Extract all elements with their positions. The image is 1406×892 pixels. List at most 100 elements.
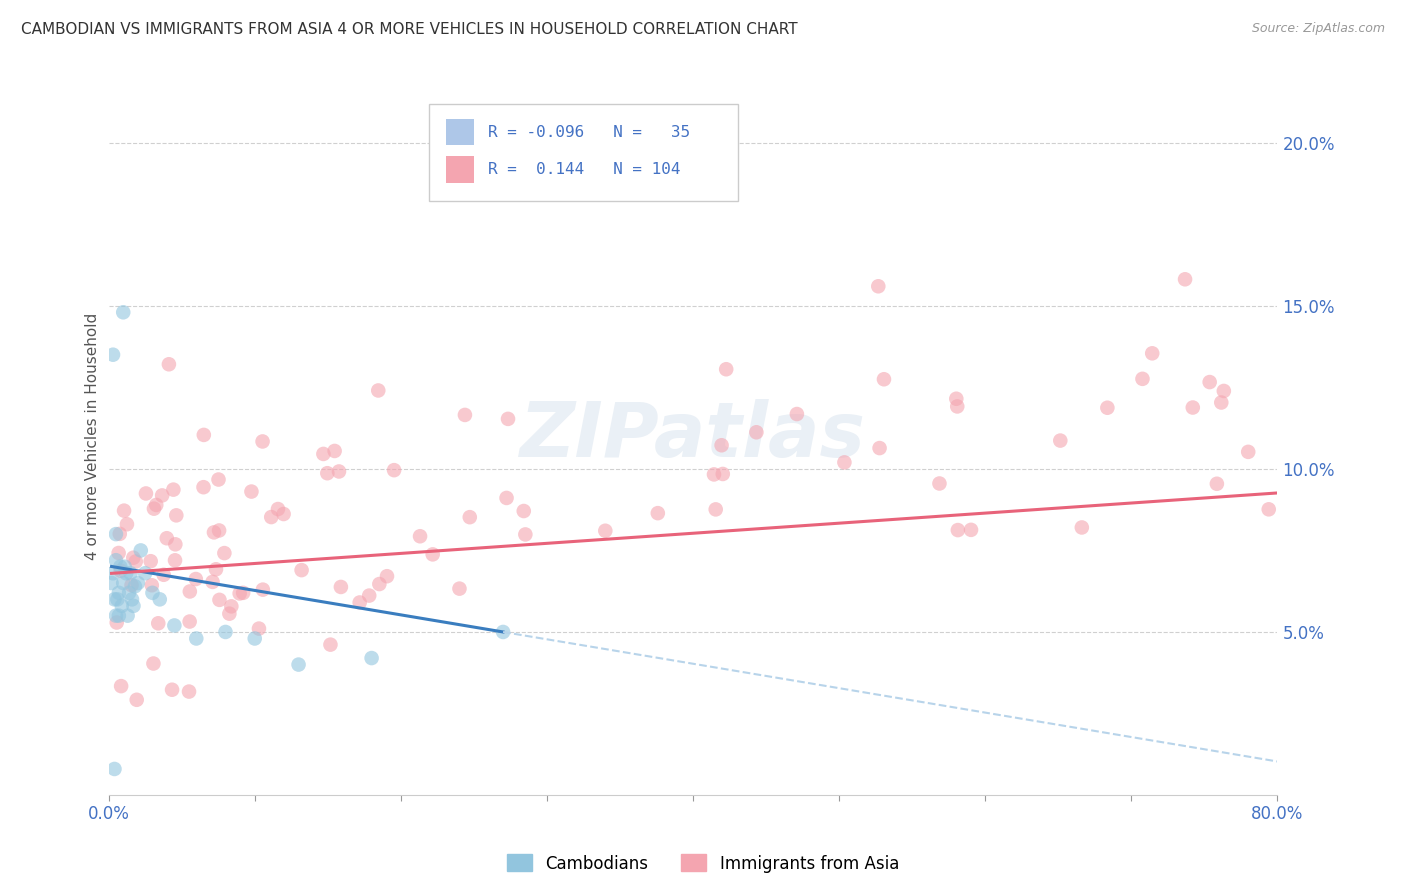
Point: [112, 503, 135, 517]
Point: [104, 553, 127, 567]
Point: [148, 616, 170, 631]
Point: [165, 537, 187, 551]
Point: [260, 510, 283, 524]
Point: [1174, 272, 1197, 286]
Point: [101, 348, 124, 362]
Point: [1049, 434, 1071, 448]
Text: R = -0.096   N =   35: R = -0.096 N = 35: [488, 125, 690, 139]
Point: [177, 684, 200, 698]
Point: [110, 679, 132, 693]
Point: [103, 592, 125, 607]
Point: [163, 618, 186, 632]
Point: [1212, 384, 1234, 398]
Point: [960, 523, 983, 537]
Point: [157, 357, 180, 371]
Point: [515, 527, 537, 541]
Point: [287, 657, 309, 672]
Point: [134, 566, 156, 581]
Point: [208, 592, 231, 607]
Point: [1237, 445, 1260, 459]
Point: [375, 569, 398, 583]
Point: [454, 408, 477, 422]
Point: [139, 554, 162, 568]
Point: [323, 444, 346, 458]
Point: [647, 506, 669, 520]
Point: [1181, 401, 1204, 415]
Point: [928, 476, 950, 491]
Point: [868, 279, 890, 293]
Point: [409, 529, 432, 543]
Point: [124, 579, 146, 593]
Point: [316, 467, 339, 481]
Point: [1205, 476, 1227, 491]
Point: [449, 582, 471, 596]
Point: [110, 564, 132, 578]
Point: [1142, 346, 1164, 360]
Point: [193, 428, 215, 442]
Point: [745, 425, 768, 440]
Point: [368, 577, 391, 591]
Legend: Cambodians, Immigrants from Asia: Cambodians, Immigrants from Asia: [501, 847, 905, 880]
Point: [1257, 502, 1279, 516]
Point: [382, 463, 405, 477]
Point: [156, 531, 179, 545]
Point: [114, 559, 136, 574]
Point: [273, 507, 295, 521]
Point: [142, 501, 165, 516]
Point: [120, 566, 142, 581]
Point: [110, 559, 132, 574]
Point: [115, 517, 138, 532]
Point: [108, 608, 131, 623]
Point: [165, 508, 187, 523]
Point: [104, 527, 127, 541]
Point: [207, 473, 229, 487]
Point: [703, 467, 725, 482]
Point: [232, 586, 254, 600]
Point: [150, 488, 173, 502]
Point: [105, 592, 128, 607]
Point: [142, 657, 165, 671]
Point: [179, 584, 201, 599]
Point: [122, 599, 145, 613]
Point: [247, 622, 270, 636]
Point: [329, 580, 352, 594]
Point: [349, 595, 371, 609]
Point: [141, 578, 163, 592]
Point: [360, 651, 382, 665]
Point: [108, 526, 131, 541]
Point: [513, 504, 536, 518]
Point: [312, 447, 335, 461]
Point: [201, 574, 224, 589]
Point: [112, 305, 135, 319]
Point: [492, 624, 515, 639]
Point: [869, 441, 891, 455]
Point: [112, 576, 135, 591]
Point: [107, 546, 129, 560]
Point: [946, 400, 969, 414]
Point: [152, 567, 174, 582]
Point: [111, 599, 134, 613]
Point: [714, 362, 737, 376]
Point: [240, 484, 263, 499]
Point: [218, 607, 240, 621]
Point: [710, 438, 733, 452]
Point: [160, 682, 183, 697]
Point: [108, 586, 131, 600]
Point: [1070, 520, 1092, 534]
Point: [122, 550, 145, 565]
Point: [163, 553, 186, 567]
Point: [267, 502, 290, 516]
Point: [422, 547, 444, 561]
Point: [121, 578, 143, 592]
Point: [125, 555, 148, 569]
Point: [291, 563, 314, 577]
Point: [105, 615, 128, 630]
Point: [328, 465, 350, 479]
Point: [135, 486, 157, 500]
Point: [1211, 395, 1233, 409]
Point: [252, 434, 274, 449]
Point: [252, 582, 274, 597]
Point: [214, 546, 236, 560]
Point: [121, 592, 143, 607]
Point: [711, 467, 734, 481]
